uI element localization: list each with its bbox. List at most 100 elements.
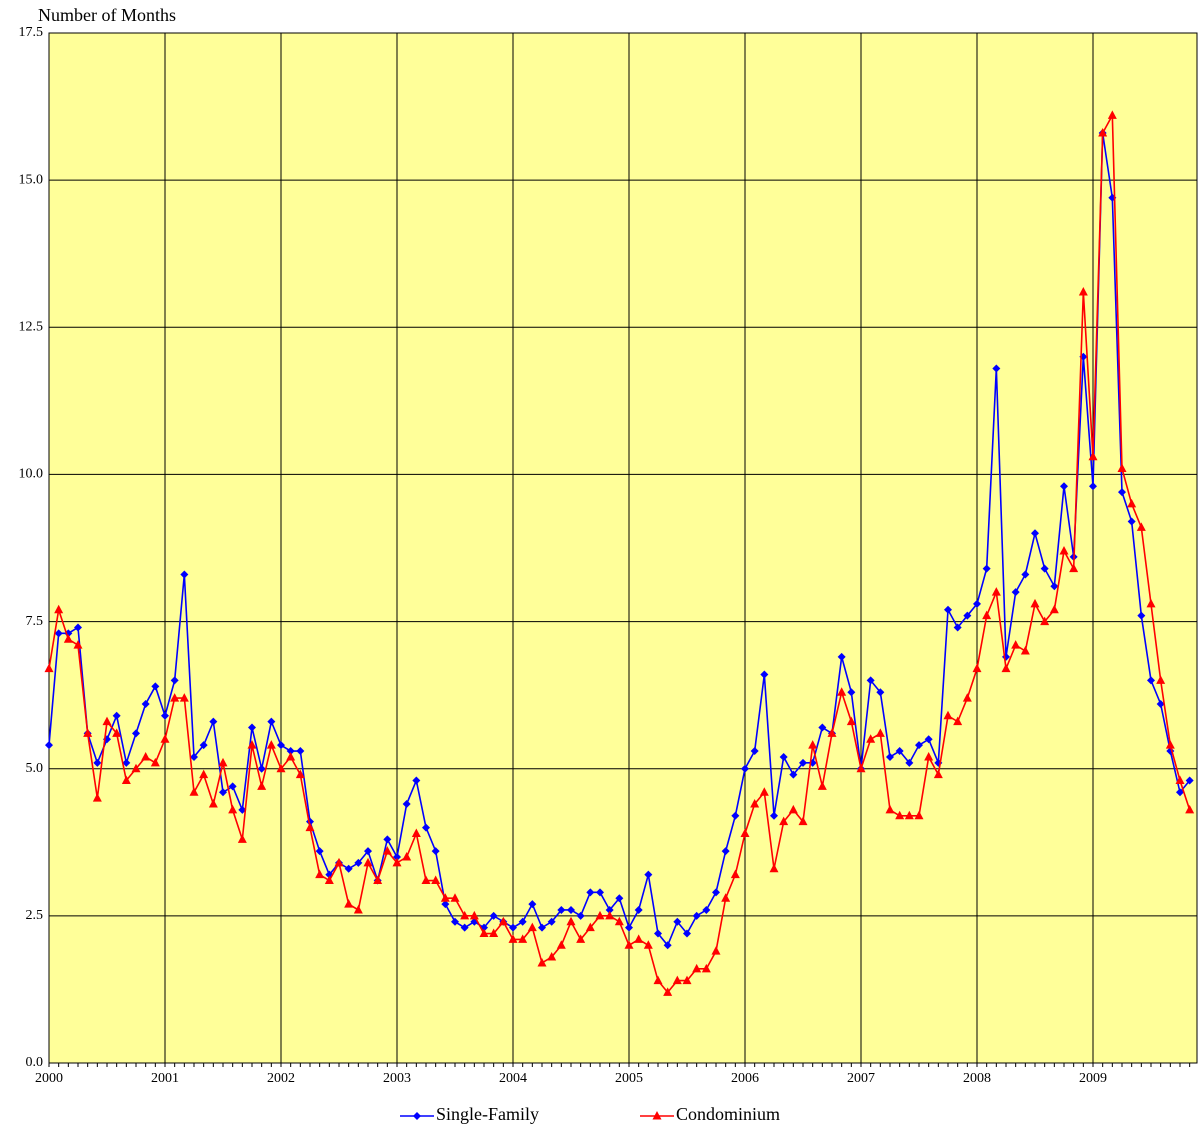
y-tick-label: 2.5 (26, 908, 44, 923)
point (673, 917, 682, 926)
point (489, 911, 498, 920)
point (711, 946, 721, 955)
point (652, 1111, 662, 1120)
x-tick-label: 2009 (1079, 1071, 1107, 1086)
point (1069, 563, 1079, 573)
point (199, 769, 209, 779)
point (895, 810, 905, 820)
point (750, 799, 760, 808)
point (808, 740, 818, 749)
point (760, 670, 769, 679)
point (943, 710, 953, 720)
point (1001, 663, 1011, 673)
point (895, 747, 904, 756)
point (818, 723, 827, 732)
point (566, 916, 576, 926)
point (383, 835, 392, 844)
point (402, 852, 412, 861)
point (595, 910, 605, 920)
point (731, 811, 740, 820)
point (576, 911, 585, 920)
point (334, 857, 344, 867)
x-tick-label: 2004 (499, 1071, 527, 1086)
point (1031, 529, 1039, 538)
point (663, 941, 672, 950)
point (132, 729, 140, 738)
point (817, 781, 827, 790)
point (479, 928, 489, 938)
point (1040, 564, 1049, 573)
point (276, 763, 286, 773)
point (1078, 286, 1088, 296)
point (682, 975, 692, 985)
point (886, 752, 894, 761)
point (354, 858, 363, 867)
point (982, 610, 992, 620)
point (353, 904, 363, 914)
point (518, 917, 527, 926)
point (431, 847, 440, 856)
point (315, 847, 324, 856)
point (596, 888, 604, 897)
point (654, 929, 662, 938)
point (131, 763, 141, 773)
point (643, 940, 653, 949)
point (944, 605, 952, 614)
point (315, 869, 325, 879)
point (218, 757, 228, 767)
point (93, 758, 102, 767)
point (721, 893, 731, 902)
point (238, 805, 247, 814)
point (730, 869, 740, 879)
point (528, 900, 537, 909)
point (527, 922, 537, 932)
point (1146, 598, 1156, 608)
point (876, 688, 885, 697)
point (412, 776, 421, 785)
x-tick-label: 2003 (383, 1071, 411, 1086)
point (122, 758, 131, 767)
point (624, 940, 634, 949)
point (750, 747, 759, 756)
point (1088, 451, 1098, 461)
point (324, 875, 334, 885)
point (547, 917, 556, 926)
point (837, 652, 846, 661)
point (450, 893, 460, 902)
point (219, 788, 227, 797)
point (382, 846, 392, 855)
point (257, 781, 267, 790)
point (1185, 804, 1195, 814)
point (92, 793, 102, 802)
point (393, 853, 401, 861)
point (1011, 640, 1021, 649)
point (1089, 482, 1097, 491)
point (973, 599, 981, 608)
point (1156, 675, 1166, 684)
point (586, 888, 595, 897)
point (373, 875, 383, 885)
point (634, 934, 644, 943)
point (469, 910, 479, 920)
point (672, 975, 682, 985)
point (189, 787, 199, 796)
legend-label: Condominium (676, 1104, 780, 1124)
point (924, 751, 934, 761)
point (440, 893, 450, 902)
x-tick-label: 2006 (731, 1071, 759, 1086)
point (151, 682, 160, 691)
point (905, 758, 914, 767)
point (1118, 488, 1126, 497)
point (190, 752, 198, 761)
point (788, 804, 798, 814)
point (1107, 110, 1117, 119)
point (54, 604, 64, 614)
point (702, 905, 711, 914)
point (567, 905, 575, 914)
point (769, 863, 779, 873)
point (44, 663, 54, 673)
legend-label: Single-Family (436, 1104, 539, 1124)
point (431, 875, 441, 885)
point (286, 751, 296, 761)
